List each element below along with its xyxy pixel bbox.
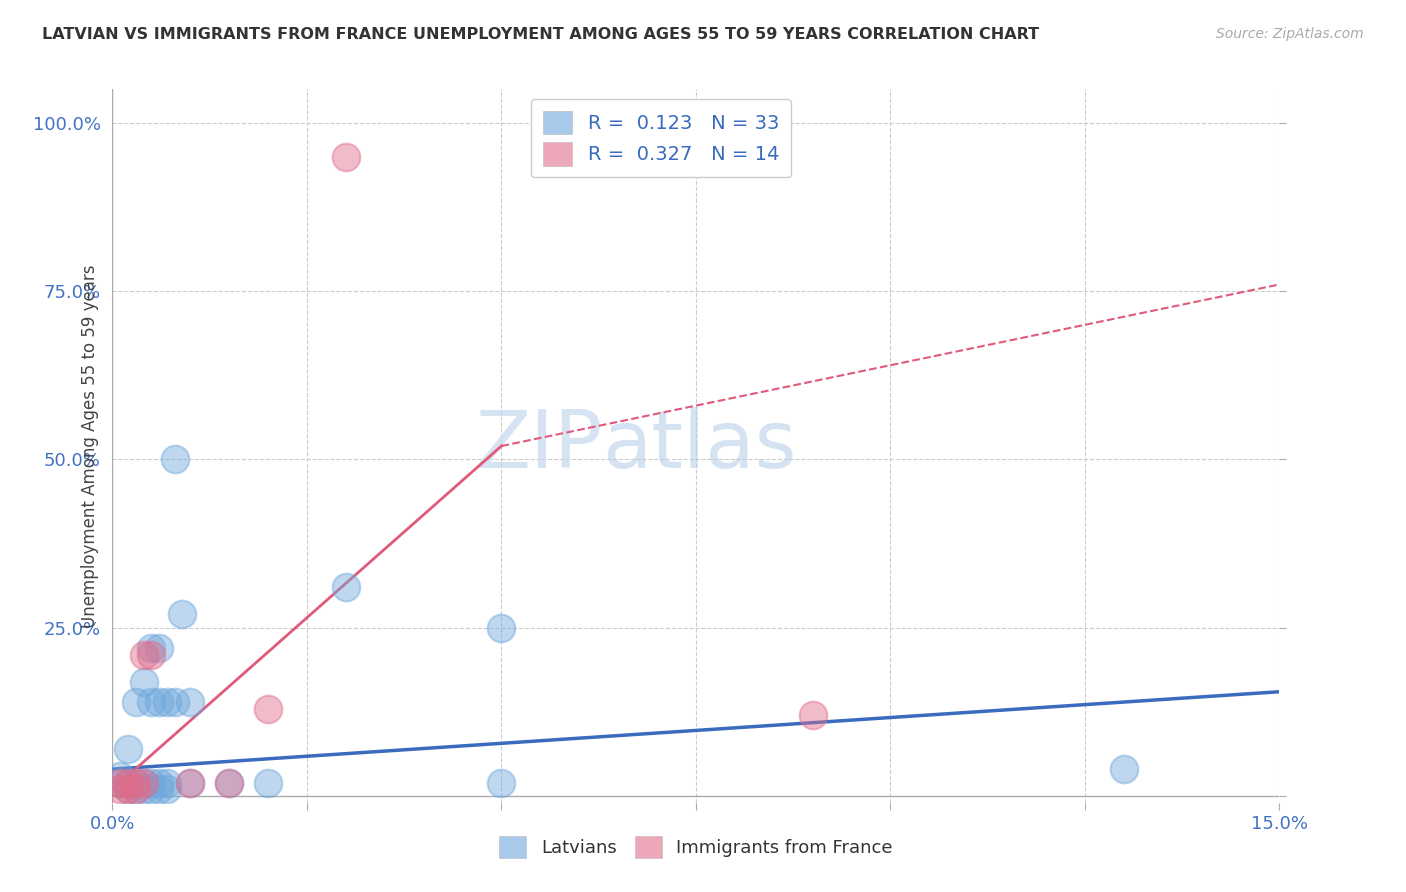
- Point: [117, 775, 139, 789]
- Point: [125, 775, 148, 789]
- Point: [163, 452, 186, 467]
- Point: [257, 701, 280, 715]
- Point: [117, 775, 139, 789]
- Point: [179, 775, 201, 789]
- Point: [132, 775, 155, 789]
- Point: [156, 782, 179, 797]
- Point: [132, 782, 155, 797]
- Point: [148, 640, 170, 655]
- Point: [132, 648, 155, 662]
- Point: [1112, 762, 1135, 776]
- Point: [491, 775, 513, 789]
- Point: [257, 775, 280, 789]
- Point: [172, 607, 194, 622]
- Text: LATVIAN VS IMMIGRANTS FROM FRANCE UNEMPLOYMENT AMONG AGES 55 TO 59 YEARS CORRELA: LATVIAN VS IMMIGRANTS FROM FRANCE UNEMPL…: [42, 27, 1039, 42]
- Point: [218, 775, 240, 789]
- Point: [125, 782, 148, 797]
- Point: [110, 782, 132, 797]
- Point: [148, 775, 170, 789]
- Point: [801, 708, 824, 723]
- Point: [117, 782, 139, 797]
- Point: [179, 775, 201, 789]
- Text: ZIP: ZIP: [475, 407, 603, 485]
- Point: [117, 782, 139, 797]
- Point: [125, 775, 148, 789]
- Y-axis label: Unemployment Among Ages 55 to 59 years: Unemployment Among Ages 55 to 59 years: [80, 264, 98, 628]
- Point: [141, 695, 163, 709]
- Point: [141, 648, 163, 662]
- Point: [148, 782, 170, 797]
- Point: [148, 695, 170, 709]
- Point: [491, 621, 513, 635]
- Point: [141, 775, 163, 789]
- Point: [132, 775, 155, 789]
- Point: [125, 695, 148, 709]
- Legend: Latvians, Immigrants from France: Latvians, Immigrants from France: [492, 829, 900, 865]
- Point: [110, 775, 132, 789]
- Point: [125, 782, 148, 797]
- Point: [218, 775, 240, 789]
- Point: [163, 695, 186, 709]
- Text: Source: ZipAtlas.com: Source: ZipAtlas.com: [1216, 27, 1364, 41]
- Point: [117, 742, 139, 756]
- Point: [110, 769, 132, 783]
- Point: [335, 149, 357, 163]
- Text: atlas: atlas: [603, 407, 797, 485]
- Point: [141, 640, 163, 655]
- Point: [156, 775, 179, 789]
- Point: [132, 674, 155, 689]
- Point: [110, 775, 132, 789]
- Point: [156, 695, 179, 709]
- Point: [141, 782, 163, 797]
- Point: [335, 580, 357, 594]
- Point: [179, 695, 201, 709]
